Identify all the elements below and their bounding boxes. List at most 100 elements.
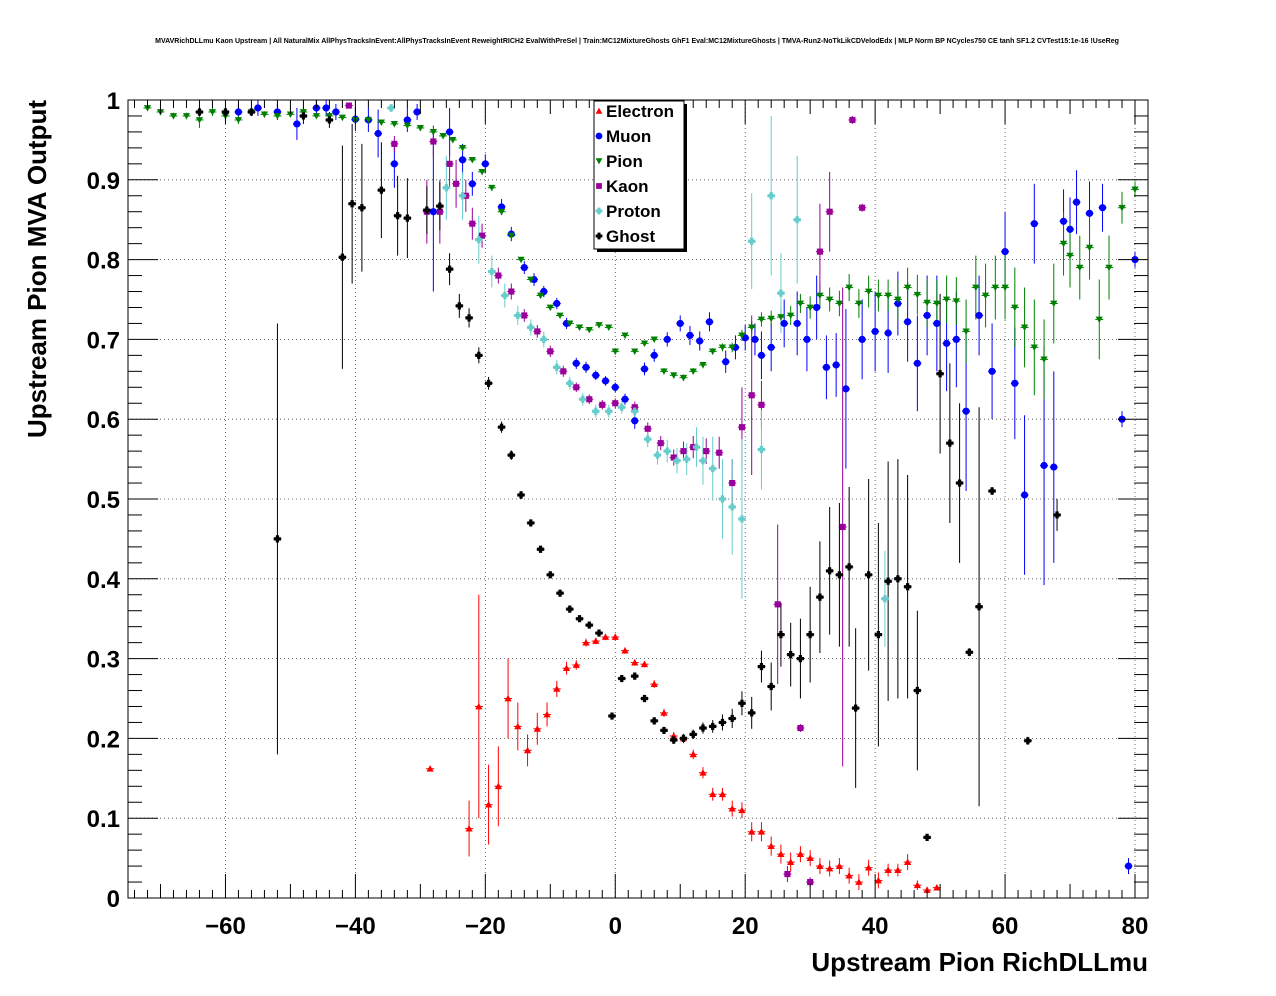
kaon-point — [612, 400, 619, 407]
x-tick-label: 60 — [992, 913, 1019, 940]
proton-point — [709, 465, 717, 473]
ghost-point — [670, 736, 678, 744]
pion-point — [377, 119, 385, 126]
electron-point — [865, 864, 873, 871]
electron-point — [709, 790, 717, 798]
legend-label-pion: Pion — [606, 152, 643, 171]
muon-point — [780, 319, 788, 328]
pion-point — [777, 314, 785, 321]
ghost-point — [595, 629, 603, 637]
legend-marker-ghost — [595, 232, 603, 240]
pion-point — [845, 284, 853, 292]
ghost-point — [894, 575, 902, 583]
proton-point — [475, 236, 483, 244]
muon-point — [1098, 204, 1107, 212]
kaon-point — [716, 449, 723, 456]
proton-point — [663, 447, 671, 455]
pion-point — [816, 292, 824, 300]
muon-point — [497, 203, 506, 211]
kaon-point — [680, 448, 687, 455]
y-tick-label: 0.9 — [87, 168, 120, 195]
electron-point — [826, 864, 834, 872]
ghost-point — [748, 709, 756, 717]
muon-point — [1066, 225, 1074, 233]
kaon-point — [391, 140, 398, 147]
muon-point — [663, 335, 671, 343]
ghost-point — [955, 479, 964, 487]
electron-point — [738, 806, 746, 814]
muon-point — [757, 351, 766, 359]
ghost-point — [826, 567, 834, 575]
electron-point — [621, 647, 629, 654]
y-axis-label: Upstream Pion MVA Output — [22, 100, 52, 438]
proton-point — [387, 104, 395, 112]
electron-point — [592, 637, 600, 644]
ghost-point — [699, 724, 707, 732]
ghost-point — [325, 116, 334, 124]
ghost-point — [377, 186, 385, 194]
electron-point — [835, 862, 844, 869]
y-tick-label: 0.5 — [87, 487, 120, 514]
muon-point — [582, 363, 590, 371]
kaon-point — [547, 348, 554, 355]
kaon-point — [436, 208, 443, 215]
ghost-point — [650, 717, 658, 725]
muon-point — [793, 319, 801, 328]
muon-point — [842, 385, 850, 393]
kaon-point — [599, 401, 606, 408]
ghost-point — [845, 563, 853, 571]
pion-point — [757, 316, 766, 324]
kaon-point — [774, 601, 781, 608]
ghost-point — [585, 621, 593, 629]
muon-point — [832, 361, 840, 369]
pion-point — [1001, 284, 1009, 292]
kaon-point — [657, 440, 664, 447]
pion-point — [699, 362, 707, 369]
proton-point — [488, 267, 496, 276]
ghost-point — [436, 202, 444, 210]
proton-point — [728, 503, 736, 511]
legend-label-proton: Proton — [606, 202, 661, 221]
pion-point — [767, 315, 775, 323]
pion-point — [709, 348, 717, 355]
ghost-point — [1053, 511, 1061, 519]
x-axis-label: Upstream Pion RichDLLmu — [811, 947, 1148, 977]
kaon-point — [586, 396, 593, 403]
proton-point — [793, 216, 801, 224]
muon-point — [445, 128, 454, 136]
ghost-point — [556, 589, 564, 597]
pion-point — [195, 117, 204, 124]
proton-point — [540, 335, 548, 343]
x-tick-label: −20 — [465, 913, 506, 940]
electron-point — [855, 878, 863, 885]
ghost-point — [777, 631, 785, 639]
muon-point — [1085, 209, 1094, 217]
pion-point — [143, 105, 152, 112]
legend-marker-proton — [595, 207, 603, 215]
y-tick-label: 0.1 — [87, 806, 120, 833]
kaon-point — [453, 180, 460, 187]
muon-point — [1050, 463, 1058, 471]
muon-point — [751, 335, 759, 343]
ghost-point — [517, 491, 525, 499]
pion-point — [1030, 344, 1038, 351]
pion-point — [660, 368, 668, 375]
muon-point — [975, 311, 983, 320]
pion-point — [1059, 240, 1068, 248]
legend-label-muon: Muon — [606, 127, 651, 146]
legend-label-kaon: Kaon — [606, 177, 649, 196]
pion-point — [260, 111, 269, 118]
ghost-point — [757, 662, 766, 671]
muon-point — [904, 318, 912, 326]
electron-point — [699, 769, 707, 776]
pion-point — [1050, 300, 1058, 308]
muon-point — [894, 299, 902, 308]
ghost-point — [946, 439, 954, 447]
pion-point — [787, 312, 795, 320]
muon-point — [572, 359, 580, 367]
pion-point — [1011, 304, 1019, 312]
muon-point — [686, 331, 694, 340]
electron-point — [767, 842, 775, 850]
ghost-point — [631, 672, 639, 680]
proton-point — [673, 457, 681, 465]
